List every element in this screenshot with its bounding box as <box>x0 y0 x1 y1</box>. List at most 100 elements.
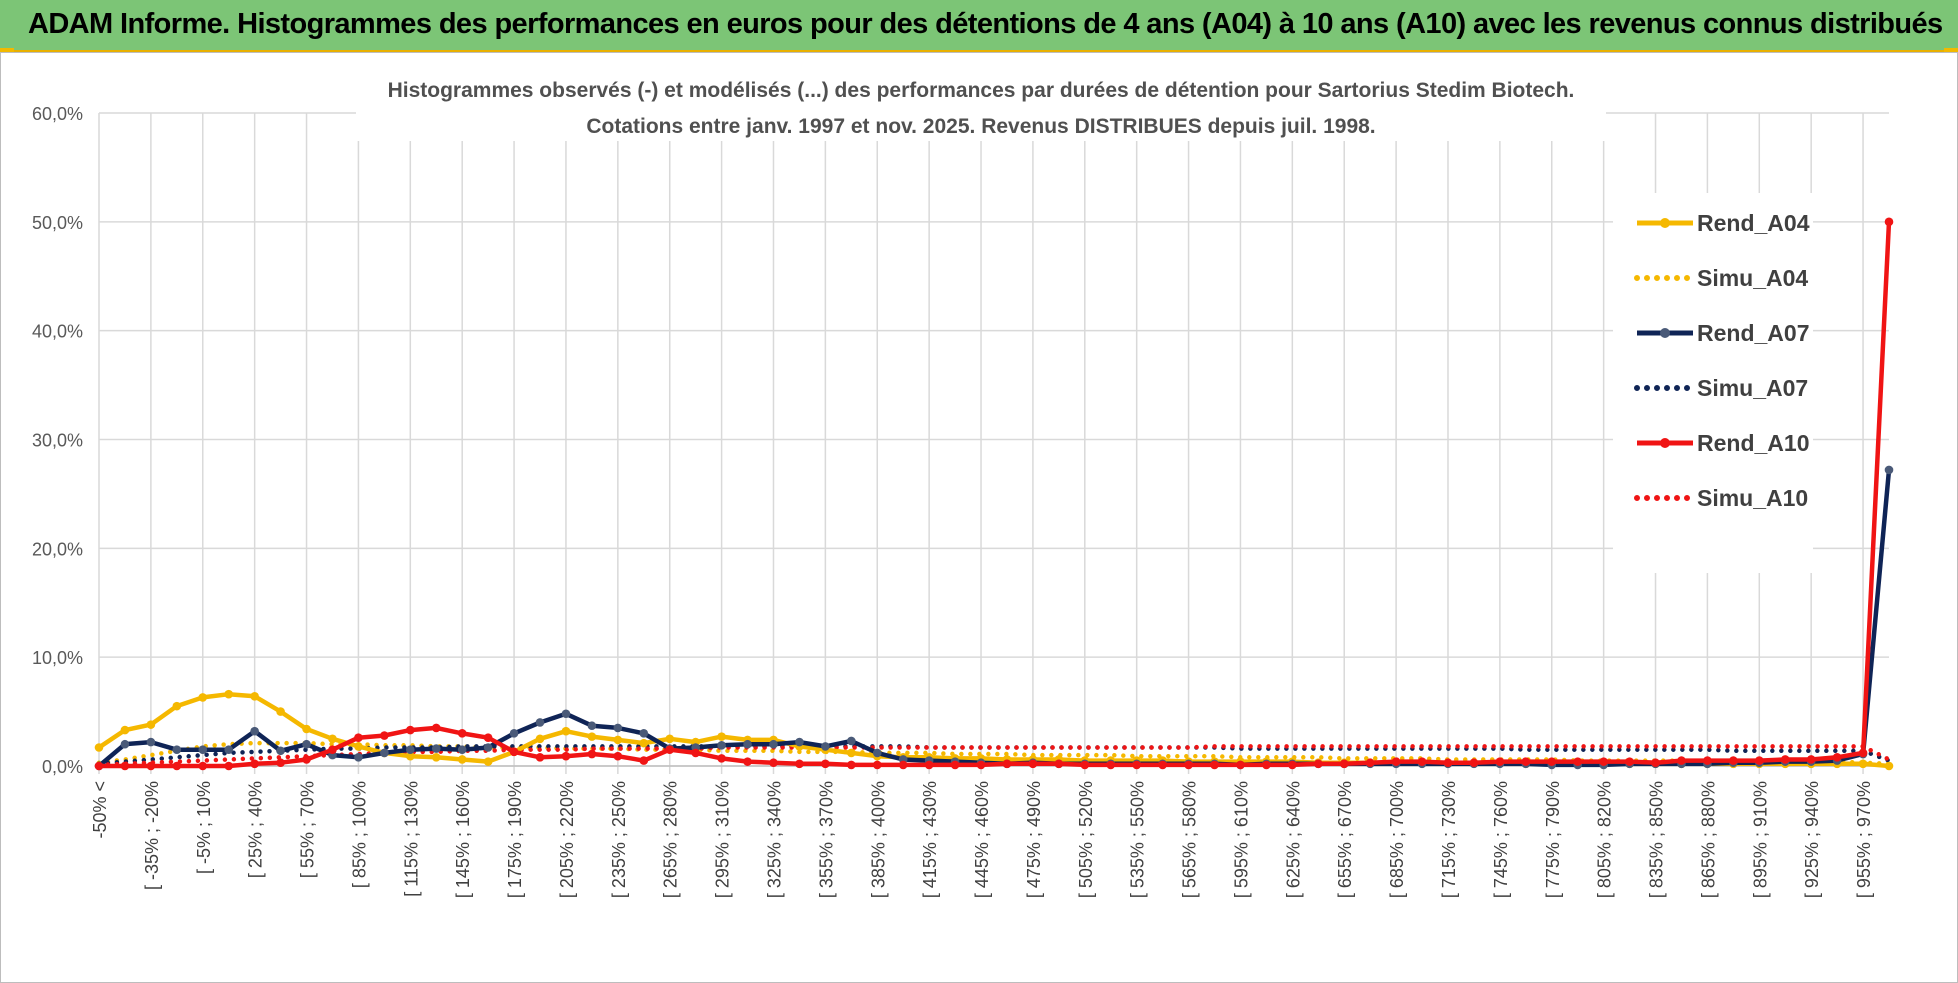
legend-label: Rend_A07 <box>1697 320 1809 346</box>
point-Rend_A04 <box>302 724 311 734</box>
point-Rend_A10 <box>639 756 649 765</box>
point-Rend_A04 <box>639 738 649 748</box>
point-Rend_A04 <box>665 734 675 744</box>
point-Rend_A10 <box>1677 756 1686 765</box>
legend-label: Rend_A10 <box>1697 430 1809 456</box>
x-tick-label: [ 775% ; 790% <box>1543 781 1563 898</box>
point-Rend_A10 <box>1754 756 1764 765</box>
x-tick-label: [ 445% ; 460% <box>972 781 992 898</box>
x-tick-label: [ 205% ; 220% <box>557 781 577 898</box>
point-Rend_A10 <box>250 759 259 769</box>
x-tick-label: [ 55% ; 70% <box>298 781 318 878</box>
point-Rend_A07 <box>717 741 726 750</box>
series-Simu_A07 <box>96 744 1892 767</box>
point-Rend_A04 <box>457 755 467 764</box>
point-Rend_A10 <box>1080 760 1090 770</box>
point-Rend_A07 <box>457 745 467 754</box>
point-Rend_A10 <box>1002 759 1012 769</box>
point-Rend_A10 <box>1469 758 1479 768</box>
point-Rend_A10 <box>1391 757 1401 766</box>
point-Rend_A04 <box>146 720 156 729</box>
point-Rend_A10 <box>769 758 778 768</box>
point-Rend_A10 <box>1651 758 1660 768</box>
x-tick-label: [ 685% ; 700% <box>1387 781 1407 898</box>
legend-label: Simu_A04 <box>1697 265 1808 291</box>
x-tick-label: [ 115% ; 130% <box>401 781 421 897</box>
report-title: ADAM Informe. Histogrammes des performan… <box>28 8 1943 40</box>
point-Rend_A10 <box>587 749 597 759</box>
point-Rend_A10 <box>1547 757 1557 766</box>
x-tick-label: [ 415% ; 430% <box>920 781 940 898</box>
point-Rend_A10 <box>1106 760 1116 770</box>
point-Rend_A04 <box>276 707 285 716</box>
x-tick-label: [ 505% ; 520% <box>1076 781 1096 898</box>
point-Rend_A10 <box>146 761 156 771</box>
x-tick-label: [ 235% ; 250% <box>609 781 629 898</box>
point-Rend_A10 <box>743 757 752 766</box>
point-Rend_A10 <box>198 761 208 771</box>
point-Rend_A04 <box>224 689 234 699</box>
chart-subtitle: Cotations entre janv. 1997 et nov. 2025.… <box>586 115 1375 138</box>
point-Rend_A10 <box>1184 760 1193 770</box>
legend-label: Simu_A10 <box>1697 485 1808 511</box>
legend-marker <box>1660 218 1670 228</box>
x-tick-label: [ 85% ; 100% <box>349 781 369 888</box>
point-Rend_A10 <box>665 745 675 754</box>
point-Rend_A10 <box>872 760 882 770</box>
point-Rend_A07 <box>406 745 415 754</box>
point-Rend_A04 <box>535 734 545 744</box>
x-tick-label: [ 325% ; 340% <box>764 781 784 898</box>
x-tick-label: [ 565% ; 580% <box>1180 781 1200 898</box>
x-tick-label: [ 385% ; 400% <box>868 781 888 898</box>
corner-mark <box>0 48 14 52</box>
point-Rend_A10 <box>406 725 415 735</box>
point-Rend_A10 <box>821 759 830 769</box>
point-Rend_A04 <box>328 734 337 744</box>
y-tick-label: 40,0% <box>32 322 83 342</box>
point-Rend_A07 <box>276 746 285 756</box>
point-Rend_A10 <box>950 760 960 770</box>
point-Rend_A07 <box>302 739 311 749</box>
x-tick-label: [ 805% ; 820% <box>1595 781 1615 898</box>
point-Rend_A10 <box>1806 755 1816 764</box>
x-tick-label: [ 955% ; 970% <box>1854 781 1874 898</box>
point-Rend_A10 <box>1780 755 1790 764</box>
point-Rend_A10 <box>1521 757 1531 766</box>
point-Rend_A10 <box>1443 758 1453 768</box>
point-Rend_A07 <box>561 709 571 719</box>
y-tick-label: 0,0% <box>42 757 83 777</box>
point-Rend_A07 <box>743 739 752 749</box>
line-chart: 0,0% 10,0% 20,0% 30,0% 40,0% 50,0% 60,0% -50% … <box>32 61 1894 898</box>
point-Rend_A04 <box>198 693 208 702</box>
point-Rend_A10 <box>1210 760 1219 770</box>
point-Rend_A07 <box>172 745 182 754</box>
point-Rend_A10 <box>172 761 182 771</box>
point-Rend_A10 <box>1573 757 1582 766</box>
legend-label: Rend_A04 <box>1697 210 1810 236</box>
legend-marker <box>1660 438 1670 448</box>
point-Rend_A07 <box>120 739 130 749</box>
point-Rend_A04 <box>94 743 104 752</box>
y-tick-label: 60,0% <box>32 104 83 124</box>
x-tick-label: -50% < <box>90 781 110 839</box>
point-Rend_A07 <box>146 737 156 747</box>
point-Rend_A10 <box>1729 756 1738 765</box>
point-Rend_A07 <box>483 743 493 752</box>
chart-frame: 0,0% 10,0% 20,0% 30,0% 40,0% 50,0% 60,0% -50% … <box>0 52 1958 983</box>
point-Rend_A10 <box>1028 759 1038 769</box>
x-tick-label: [ 895% ; 910% <box>1750 781 1770 898</box>
point-Rend_A10 <box>691 748 700 758</box>
point-Rend_A04 <box>587 732 597 741</box>
point-Rend_A07 <box>795 737 804 747</box>
point-Rend_A10 <box>328 745 337 754</box>
point-Rend_A07 <box>769 739 778 749</box>
point-Rend_A07 <box>847 736 856 746</box>
point-Rend_A07 <box>1884 465 1894 475</box>
point-Rend_A04 <box>172 701 182 711</box>
y-tick-label: 30,0% <box>32 431 83 451</box>
point-Rend_A10 <box>924 760 934 770</box>
point-Rend_A10 <box>717 754 726 763</box>
x-tick-label: [ 595% ; 610% <box>1231 781 1251 898</box>
x-tick-label: [ 655% ; 670% <box>1335 781 1355 898</box>
point-Rend_A10 <box>1054 759 1064 769</box>
